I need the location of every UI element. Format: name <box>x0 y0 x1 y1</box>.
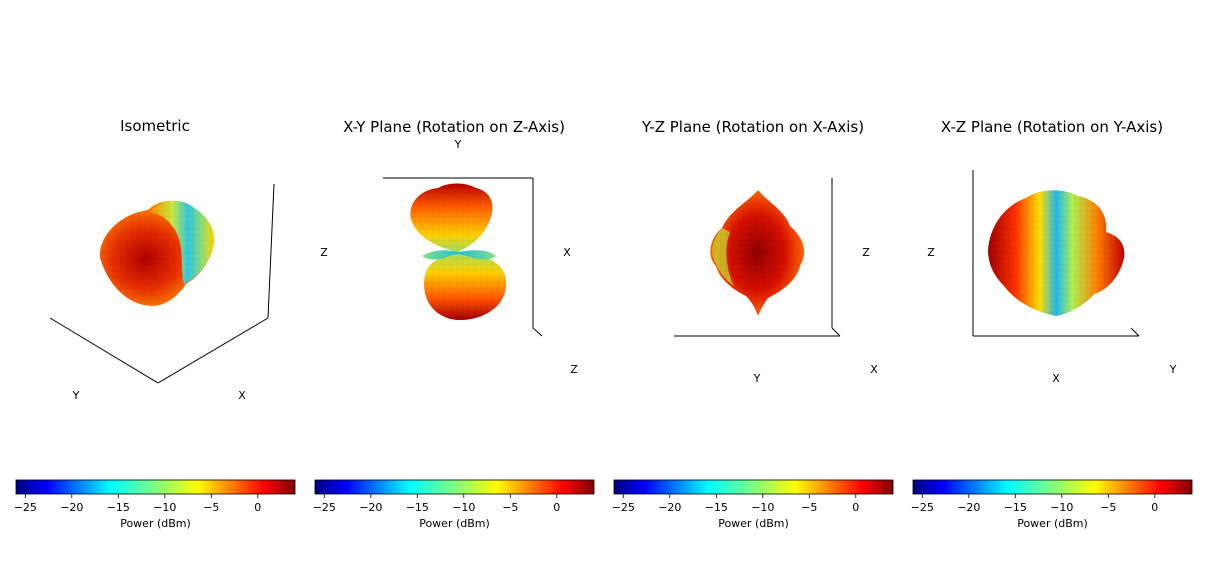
colorbar-tick-label: 0 <box>254 501 261 514</box>
colorbar-gradient <box>613 479 894 495</box>
panel-xz-plane: X-Z Plane (Rotation on Y-Axis) Z X Y −25… <box>911 118 1193 530</box>
colorbar-tick-label: −20 <box>359 501 382 514</box>
colorbar-tick-label: −20 <box>957 501 980 514</box>
axis-box <box>972 170 1140 337</box>
colorbar: −25 −20 −15 −10 −5 0 Power (dBm) <box>911 479 1193 530</box>
colorbar-label: Power (dBm) <box>718 517 789 530</box>
colorbar-label: Power (dBm) <box>419 517 490 530</box>
colorbar-gradient <box>912 479 1193 495</box>
y-axis-label: Y <box>454 138 462 151</box>
panel-isometric: Isometric Y X −25 −20 −15 −10 −5 0 Power (dBm… <box>14 117 296 530</box>
colorbar-tick-label: −15 <box>107 501 130 514</box>
x-axis-label: X <box>1052 372 1060 385</box>
colorbar-label: Power (dBm) <box>1017 517 1088 530</box>
colorbar: −25 −20 −15 −10 −5 0 Power (dBm) <box>313 479 595 530</box>
z-axis-label: Z <box>320 246 328 259</box>
colorbar-tick-label: −5 <box>1100 501 1116 514</box>
colorbar-tick-label: 0 <box>1151 501 1158 514</box>
colorbar-tick-label: −15 <box>406 501 429 514</box>
panel-xy-plane: X-Y Plane (Rotation on Z-Axis) Y Z X Z −… <box>313 118 595 530</box>
axis-box <box>674 178 841 337</box>
colorbar-tick-label: 0 <box>553 501 560 514</box>
chart-title: X-Z Plane (Rotation on Y-Axis) <box>941 118 1163 136</box>
z-axis-corner-label: Z <box>570 363 578 376</box>
radiation-pattern-surface <box>410 183 506 320</box>
colorbar-tick-label: −10 <box>153 501 176 514</box>
colorbar-tick-label: −25 <box>612 501 635 514</box>
colorbar-gradient <box>314 479 595 495</box>
x-axis-corner-label: X <box>870 363 878 376</box>
colorbar-tick-label: −5 <box>203 501 219 514</box>
y-axis-corner-label: Y <box>1169 363 1177 376</box>
z-axis-label: Z <box>862 246 870 259</box>
y-axis-label: Y <box>72 389 80 402</box>
colorbar-tick-label: −10 <box>452 501 475 514</box>
colorbar-tick-label: −10 <box>751 501 774 514</box>
colorbar: −25 −20 −15 −10 −5 0 Power (dBm) <box>612 479 894 530</box>
colorbar-tick-label: 0 <box>852 501 859 514</box>
panel-yz-plane: Y-Z Plane (Rotation on X-Axis) Z Y X −25… <box>612 118 894 530</box>
colorbar-label: Power (dBm) <box>120 517 191 530</box>
axis-box <box>383 177 543 337</box>
colorbar-tick-label: −20 <box>60 501 83 514</box>
chart-title: Y-Z Plane (Rotation on X-Axis) <box>641 118 864 136</box>
axis-box <box>49 183 275 384</box>
colorbar-tick-label: −25 <box>14 501 37 514</box>
radiation-pattern-surface <box>99 200 215 306</box>
y-axis-label: Y <box>753 372 761 385</box>
colorbar: −25 −20 −15 −10 −5 0 Power (dBm) <box>14 479 296 530</box>
colorbar-tick-label: −20 <box>658 501 681 514</box>
x-axis-label: X <box>563 246 571 259</box>
colorbar-gradient <box>15 479 296 495</box>
chart-title: X-Y Plane (Rotation on Z-Axis) <box>343 118 565 136</box>
colorbar-tick-label: −25 <box>313 501 336 514</box>
chart-title: Isometric <box>120 117 190 135</box>
colorbar-tick-label: −25 <box>911 501 934 514</box>
z-axis-label: Z <box>927 246 935 259</box>
colorbar-tick-label: −15 <box>705 501 728 514</box>
colorbar-tick-label: −5 <box>801 501 817 514</box>
colorbar-tick-label: −5 <box>502 501 518 514</box>
radiation-pattern-surface <box>988 190 1125 316</box>
x-axis-label: X <box>238 389 246 402</box>
colorbar-tick-label: −15 <box>1004 501 1027 514</box>
radiation-pattern-surface <box>710 190 805 316</box>
colorbar-tick-label: −10 <box>1050 501 1073 514</box>
